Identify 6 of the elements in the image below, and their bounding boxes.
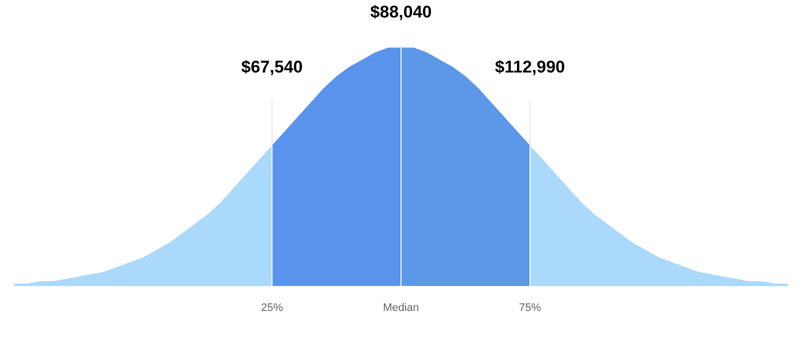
- x-tick-label: 25%: [260, 302, 284, 314]
- ref-line-label: $88,040: [370, 2, 432, 22]
- x-tick-label: 75%: [518, 302, 542, 314]
- ref-line-label: $67,540: [241, 57, 303, 76]
- ref-line-label: $112,990: [495, 57, 565, 76]
- x-tick-label: Median: [382, 302, 420, 314]
